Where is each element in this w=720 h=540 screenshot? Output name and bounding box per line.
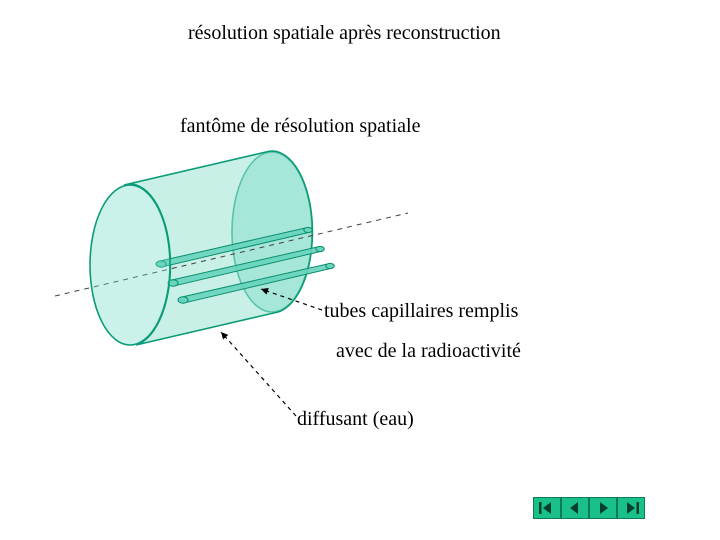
leader-arrow-head	[221, 332, 228, 340]
nav-next[interactable]	[589, 497, 617, 519]
nav-first[interactable]	[533, 497, 561, 519]
next-icon	[593, 500, 613, 516]
leader-arrow-line	[221, 332, 296, 416]
diagram-svg	[0, 0, 720, 540]
capillary-tube-end	[326, 263, 334, 268]
first-icon	[537, 500, 557, 516]
capillary-tube-end	[316, 246, 324, 251]
nav-last[interactable]	[617, 497, 645, 519]
nav-prev[interactable]	[561, 497, 589, 519]
capillary-tube-end	[304, 227, 312, 232]
nav-button-group	[533, 497, 645, 519]
last-icon	[621, 500, 641, 516]
capillary-tube-end	[178, 297, 188, 303]
cylinder-front-cap	[90, 185, 170, 345]
prev-icon	[565, 500, 585, 516]
